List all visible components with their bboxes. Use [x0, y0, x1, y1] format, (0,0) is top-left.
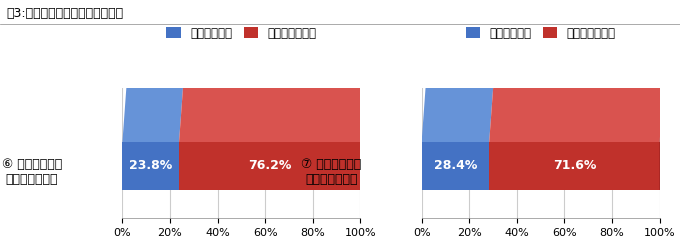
Polygon shape	[179, 0, 372, 142]
Bar	[422, 142, 489, 190]
Text: 23.8%: 23.8%	[129, 160, 172, 172]
Text: 71.6%: 71.6%	[553, 160, 596, 172]
Text: 図3:災害時の避難方法の想定状況: 図3:災害時の避難方法の想定状況	[7, 7, 124, 20]
Text: 28.4%: 28.4%	[434, 160, 477, 172]
Polygon shape	[422, 0, 500, 142]
Polygon shape	[360, 0, 372, 190]
Bar	[122, 142, 179, 190]
Polygon shape	[660, 0, 671, 190]
Legend: 想定している, 想定していない: 想定している, 想定していない	[162, 22, 321, 44]
Text: ⑦ 介助避難方法
（居間・寝室）: ⑦ 介助避難方法 （居間・寝室）	[301, 158, 361, 187]
Bar	[489, 142, 660, 190]
Text: 76.2%: 76.2%	[248, 160, 292, 172]
Polygon shape	[122, 0, 190, 142]
Text: ⑥ 自力避難方法
（居間・寝室）: ⑥ 自力避難方法 （居間・寝室）	[2, 158, 62, 187]
Legend: 想定している, 想定していない: 想定している, 想定していない	[461, 22, 620, 44]
Bar	[179, 142, 360, 190]
Polygon shape	[489, 0, 671, 142]
